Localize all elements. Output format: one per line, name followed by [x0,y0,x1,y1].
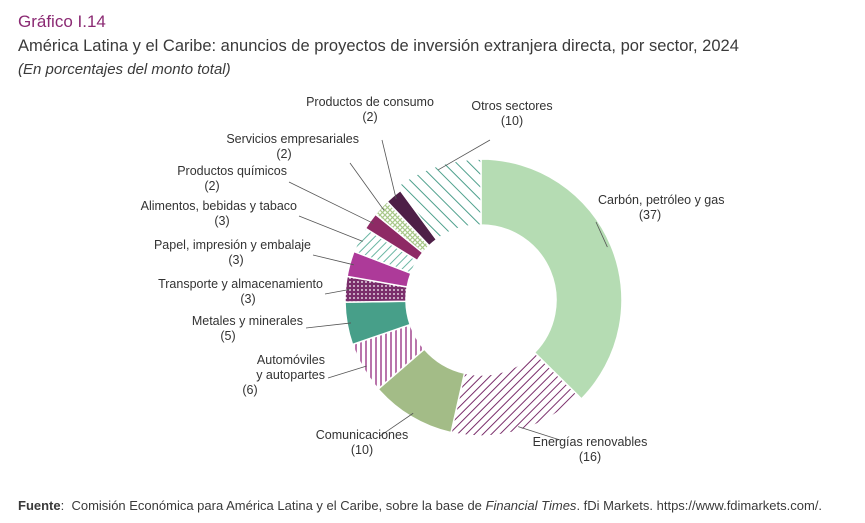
chart-subtitle: (En porcentajes del monto total) [18,61,231,78]
value-papel-impresion-y-embalaje: (3) [228,253,243,267]
label-productos-de-consumo: Productos de consumo (2) [306,95,434,124]
leader-comunicaciones [379,412,414,437]
leader-carbon-petroleo-y-gas [595,221,608,248]
label-automoviles-y-autopartes: Automóviles y autopartes (6) [242,353,325,397]
label-metales-y-minerales: Metales y minerales (5) [192,314,303,343]
slice-otros-sectores [396,158,482,241]
label-servicios-empresariales: Servicios empresariales (2) [226,132,359,161]
leader-servicios-empresariales [349,162,385,211]
label-papel-impresion-y-embalaje: Papel, impresión y embalaje (3) [154,238,311,267]
source-text: Comisión Económica para América Latina y… [71,498,486,513]
source-italic: Financial Times [485,498,577,513]
label-transporte-y-almacenamiento: Transporte y almacenamiento (3) [158,277,323,306]
leader-automoviles-y-autopartes [327,365,367,379]
leader-alimentos-bebidas-y-tabaco [298,215,363,242]
leader-transporte-y-almacenamiento [324,289,350,295]
slice-carbon-petroleo-y-gas [480,158,623,400]
value-carbon-petroleo-y-gas: (37) [639,208,661,222]
leader-metales-y-minerales [305,322,352,329]
value-transporte-y-almacenamiento: (3) [240,292,255,306]
leader-productos-de-consumo [381,139,397,199]
leader-papel-impresion-y-embalaje [312,254,354,266]
label-productos-quimicos: Productos químicos (2) [177,164,287,193]
leader-productos-quimicos [288,181,374,224]
figure-number: Gráfico I.14 [18,12,106,31]
source-text-end: . fDi Markets. https://www.fdimarkets.co… [576,498,823,513]
label-alimentos-bebidas-y-tabaco: Alimentos, bebidas y tabaco (3) [141,199,297,228]
value-energias-renovables: (16) [579,450,601,464]
value-comunicaciones: (10) [351,443,373,457]
value-automoviles-y-autopartes: (6) [242,383,257,397]
source-label: Fuente [18,498,61,513]
value-alimentos-bebidas-y-tabaco: (3) [214,214,229,228]
label-otros-sectores: Otros sectores (10) [471,99,552,128]
source-note: Fuente: Comisión Económica para América … [18,498,823,513]
value-servicios-empresariales: (2) [276,147,291,161]
chart-title: América Latina y el Caribe: anuncios de … [18,37,739,55]
value-metales-y-minerales: (5) [220,329,235,343]
value-productos-quimicos: (2) [204,179,219,193]
label-comunicaciones: Comunicaciones (10) [316,428,408,457]
leader-otros-sectores [438,139,491,171]
value-productos-de-consumo: (2) [362,110,377,124]
value-otros-sectores: (10) [501,114,523,128]
label-energias-renovables: Energías renovables (16) [533,435,648,464]
leader-energias-renovables [518,426,561,441]
label-carbon-petroleo-y-gas: Carbón, petróleo y gas (37) [598,193,724,222]
